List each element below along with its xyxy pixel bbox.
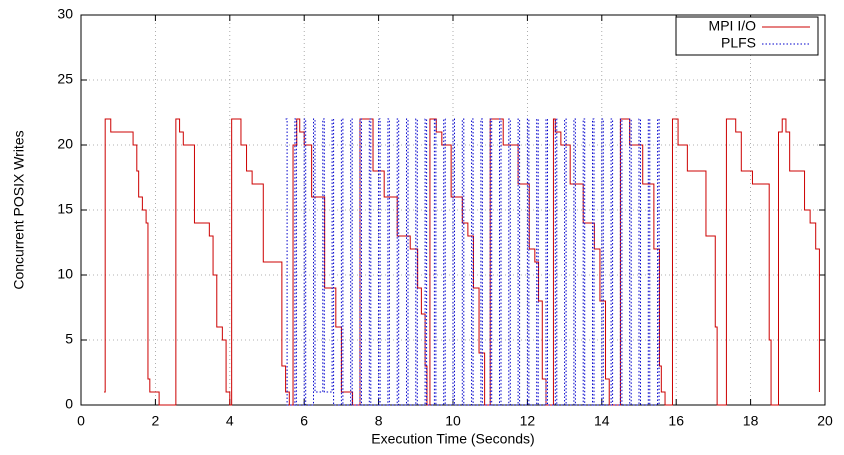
x-tick-label: 2 [152,413,160,429]
series-line [285,118,660,406]
x-tick-label: 16 [668,413,684,429]
x-tick-label: 18 [743,413,759,429]
y-tick-label: 0 [65,396,73,412]
y-tick-label: 25 [57,71,73,87]
y-axis-label: Concurrent POSIX Writes [11,130,27,289]
y-tick-label: 5 [65,331,73,347]
legend-label: PLFS [721,35,756,51]
x-axis-label: Execution Time (Seconds) [371,431,534,447]
series-line [104,118,820,406]
plot-frame [80,14,826,406]
x-tick-label: 4 [226,413,234,429]
y-tick-label: 15 [57,201,73,217]
y-tick-label: 10 [57,266,73,282]
x-tick-label: 10 [445,413,461,429]
x-tick-label: 6 [300,413,308,429]
x-tick-label: 20 [817,413,833,429]
y-tick-label: 30 [57,6,73,22]
y-tick-label: 20 [57,136,73,152]
x-tick-label: 8 [375,413,383,429]
x-tick-label: 14 [594,413,610,429]
x-tick-label: 0 [77,413,85,429]
legend-label: MPI I/O [709,18,757,34]
x-tick-label: 12 [520,413,536,429]
legend-box [675,16,819,56]
